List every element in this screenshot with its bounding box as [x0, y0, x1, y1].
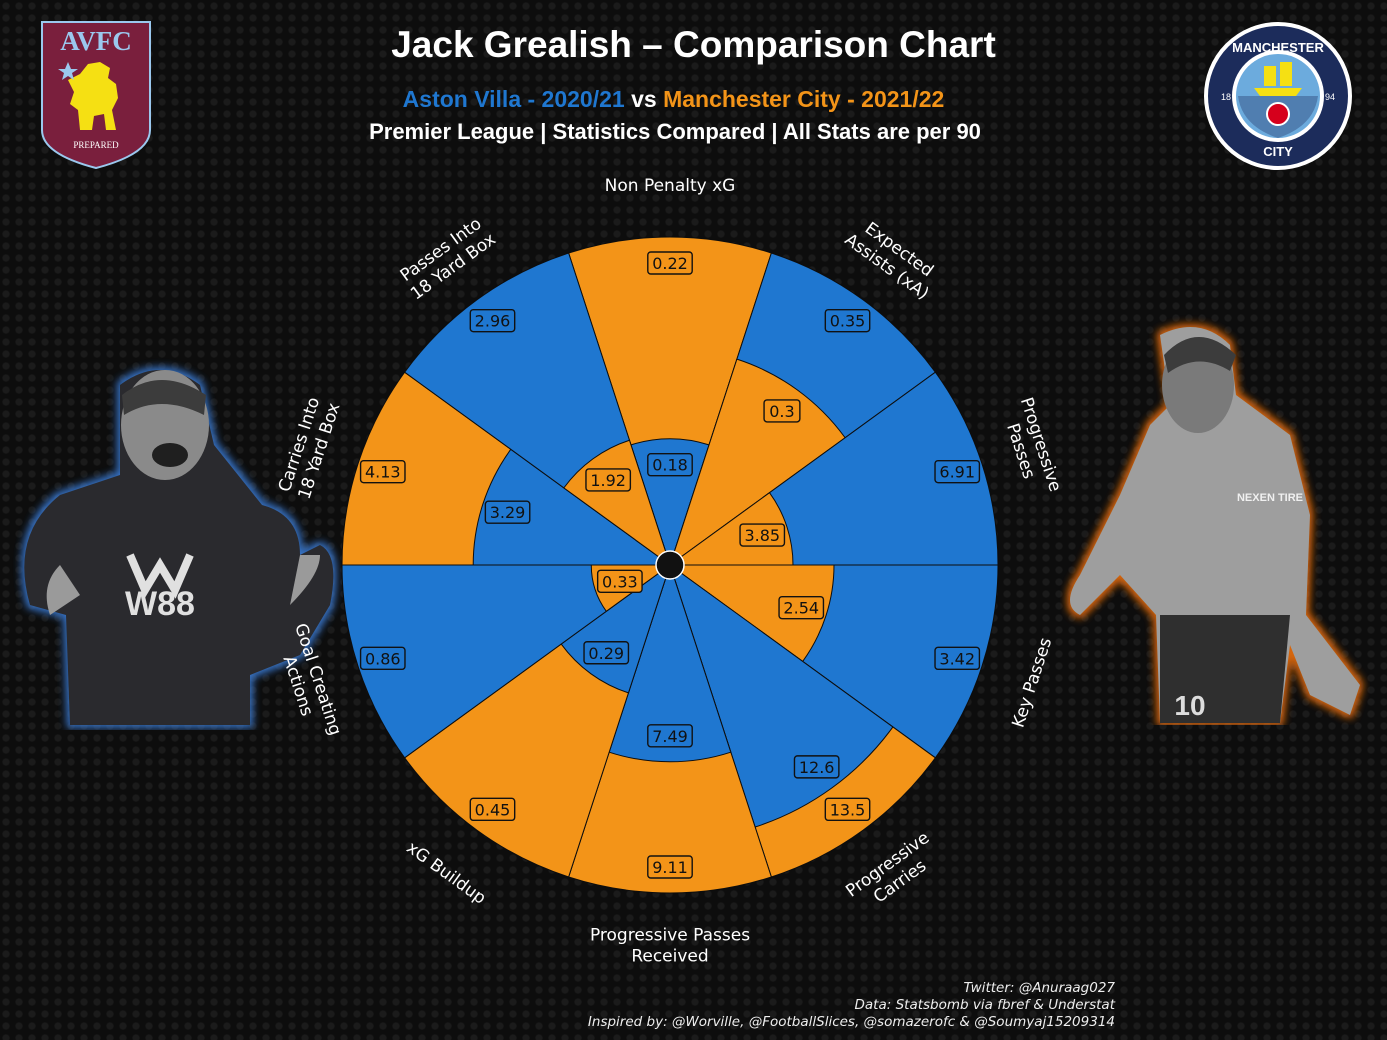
svg-text:0.35: 0.35: [830, 312, 866, 331]
villa-shirt-sponsor: W88: [125, 585, 195, 623]
svg-text:0.22: 0.22: [652, 254, 688, 273]
value-villa-non-penalty-xg: 0.18: [647, 453, 693, 477]
svg-text:3.85: 3.85: [744, 526, 780, 545]
svg-text:13.5: 13.5: [830, 800, 866, 819]
value-villa-key-passes: 3.42: [934, 646, 981, 671]
value-city-goal-creating-actions: 0.33: [596, 569, 643, 593]
svg-text:Received: Received: [631, 947, 708, 967]
city-shirt-number: 10: [1174, 690, 1205, 721]
credits: Twitter: @Anuraag027 Data: Statsbomb via…: [588, 980, 1115, 1031]
value-city-xg-buildup: 0.45: [469, 797, 516, 822]
city-badge-top-text: MANCHESTER: [1232, 40, 1324, 55]
value-villa-progressive-carries: 12.6: [793, 755, 840, 779]
svg-text:4.13: 4.13: [365, 463, 401, 482]
svg-text:0.18: 0.18: [652, 456, 688, 475]
svg-text:0.3: 0.3: [769, 402, 794, 421]
value-city-carries-into-18-yard-box: 4.13: [359, 459, 406, 484]
svg-text:Progressive Passes: Progressive Passes: [590, 926, 750, 946]
credit-data-source: Data: Statsbomb via fbref & Understat: [854, 997, 1115, 1013]
svg-text:2.54: 2.54: [783, 599, 819, 618]
category-label-xg-buildup: xG Buildup: [403, 838, 490, 909]
value-city-expected-assists-xa: 0.3: [763, 399, 801, 423]
svg-text:0.29: 0.29: [588, 644, 624, 663]
svg-text:xG Buildup: xG Buildup: [403, 838, 490, 909]
value-city-key-passes: 2.54: [778, 595, 825, 620]
player-photo-city: NEXEN TIRE 10: [1070, 327, 1360, 723]
value-villa-xg-buildup: 0.29: [583, 641, 630, 665]
value-villa-expected-assists-xa: 0.35: [824, 308, 871, 333]
svg-text:3.29: 3.29: [490, 503, 526, 522]
value-city-progressive-carries: 13.5: [824, 797, 871, 822]
credit-inspired-by: Inspired by: @Worville, @FootballSlices,…: [587, 1014, 1115, 1030]
chart-title: Jack Grealish – Comparison Chart: [391, 24, 996, 65]
svg-text:Non Penalty xG: Non Penalty xG: [605, 176, 736, 196]
chart-description: Premier League | Statistics Compared | A…: [369, 119, 981, 144]
vs-label: vs: [631, 86, 657, 112]
svg-text:7.49: 7.49: [652, 727, 688, 746]
city-badge-year-right: 94: [1325, 92, 1335, 102]
credit-twitter: Twitter: @Anuraag027: [963, 980, 1116, 996]
svg-text:0.45: 0.45: [475, 800, 511, 819]
city-badge-year-left: 18: [1221, 92, 1231, 102]
player-photo-villa: W88: [24, 370, 334, 725]
value-villa-passes-into-18-yard-box: 2.96: [469, 308, 516, 333]
svg-text:1.92: 1.92: [590, 471, 626, 490]
value-city-progressive-passes: 3.85: [739, 523, 786, 547]
villa-badge-motto: PREPARED: [73, 140, 119, 150]
svg-text:9.11: 9.11: [652, 858, 688, 877]
aston-villa-badge: AVFC PREPARED: [41, 21, 151, 170]
city-badge-bottom-text: CITY: [1263, 144, 1293, 159]
series-city-label: Manchester City - 2021/22: [663, 86, 945, 112]
value-city-progressive-passes-received: 9.11: [647, 855, 693, 879]
rose-icon: [1266, 102, 1290, 126]
chart-subtitle: Aston Villa - 2020/21 vs Manchester City…: [0, 86, 1347, 113]
svg-text:3.42: 3.42: [939, 649, 975, 668]
svg-text:6.91: 6.91: [939, 463, 975, 482]
value-villa-progressive-passes-received: 7.49: [647, 724, 693, 748]
city-shirt-sponsor: NEXEN TIRE: [1237, 492, 1303, 504]
center-hub: [655, 550, 685, 580]
ship-icon: [1254, 62, 1302, 96]
value-city-passes-into-18-yard-box: 1.92: [585, 468, 632, 492]
value-city-non-penalty-xg: 0.22: [647, 251, 693, 275]
man-city-badge: MANCHESTER CITY 18 94: [1204, 22, 1352, 170]
svg-text:0.86: 0.86: [365, 649, 401, 668]
svg-text:Key Passes: Key Passes: [1008, 635, 1056, 730]
lion-icon: [68, 62, 118, 130]
svg-text:12.6: 12.6: [799, 758, 835, 777]
value-villa-progressive-passes: 6.91: [934, 459, 981, 484]
svg-text:0.33: 0.33: [602, 572, 638, 591]
value-villa-goal-creating-actions: 0.86: [359, 646, 406, 671]
villa-badge-text: AVFC: [60, 26, 132, 56]
value-villa-carries-into-18-yard-box: 3.29: [484, 500, 531, 524]
category-label-non-penalty-xg: Non Penalty xG: [605, 176, 736, 196]
svg-text:2.96: 2.96: [475, 312, 511, 331]
series-villa-label: Aston Villa - 2020/21: [402, 86, 625, 112]
star-icon: [58, 62, 78, 80]
category-label-key-passes: Key Passes: [1008, 635, 1056, 730]
